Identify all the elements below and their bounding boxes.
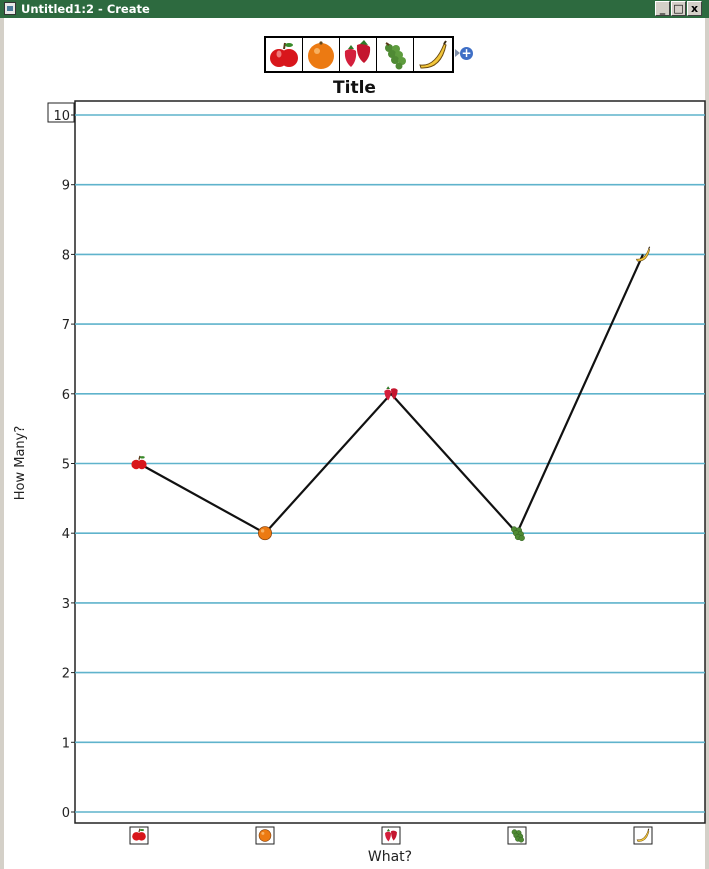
apple-icon: [270, 42, 298, 67]
y-tick-label: 0: [62, 806, 70, 821]
orange-icon: [308, 40, 334, 69]
x-tick-orange-icon: [258, 829, 272, 842]
y-tick-label: 5: [62, 458, 70, 473]
y-tick-label: 8: [62, 248, 70, 263]
palette-apple-button[interactable]: [266, 38, 303, 71]
close-button[interactable]: x: [687, 1, 702, 16]
y-tick-label: 9: [62, 179, 70, 194]
data-point-strawberry: [384, 386, 398, 401]
x-tick-box-strawberry[interactable]: [381, 826, 401, 845]
grapes-icon: [385, 41, 406, 69]
restore-button[interactable]: □: [671, 1, 686, 16]
chart-title[interactable]: Title: [333, 78, 376, 98]
series-line: [138, 253, 645, 535]
palette-orange-button[interactable]: [303, 38, 340, 71]
y-tick-label: 7: [62, 318, 70, 333]
y-axis-ticks: 0 1 2 3 4 5 6 7 8 9 10: [53, 109, 75, 821]
x-axis-ticks: [129, 826, 653, 845]
add-arrow-icon: [455, 49, 460, 57]
strawberry-icon: [344, 39, 371, 67]
window-title: Untitled1:2 - Create: [21, 2, 150, 16]
banana-icon: [418, 39, 447, 69]
window-frame-right: [705, 18, 709, 869]
y-axis-max-box: [47, 102, 75, 123]
x-axis-label: What?: [368, 849, 412, 865]
window-frame-left: [0, 18, 4, 869]
palette-strawberry-button[interactable]: [340, 38, 377, 71]
data-point-banana: [635, 246, 651, 262]
gridlines: [75, 114, 705, 813]
x-tick-apple-icon: [132, 828, 146, 841]
x-tick-grapes-icon: [511, 829, 525, 843]
y-tick-label: 2: [62, 667, 70, 682]
y-tick-label: 1: [62, 736, 70, 751]
x-tick-strawberry-icon: [385, 828, 397, 842]
y-tick-label[interactable]: 10: [53, 109, 70, 124]
window-titlebar[interactable]: Untitled1:2 - Create _ □ x: [0, 0, 709, 18]
y-axis-label: How Many?: [13, 426, 28, 501]
add-fruit-button[interactable]: +: [460, 46, 473, 60]
data-point-grapes: [511, 526, 525, 542]
y-tick-label: 3: [62, 597, 70, 612]
y-tick-label: 6: [62, 388, 70, 403]
y-tick-label: 4: [62, 527, 70, 542]
plot-area[interactable]: [74, 100, 706, 824]
data-points: [131, 246, 651, 542]
data-point-apple: [131, 455, 147, 470]
document-icon: [4, 2, 16, 15]
x-tick-banana-icon: [636, 828, 650, 842]
line-series: [138, 253, 645, 535]
minimize-button[interactable]: _: [655, 1, 670, 16]
fruit-palette: [264, 36, 454, 73]
palette-banana-button[interactable]: [414, 38, 451, 71]
palette-grapes-button[interactable]: [377, 38, 414, 71]
data-point-orange: [258, 526, 272, 541]
x-tick-box-banana[interactable]: [633, 826, 653, 845]
